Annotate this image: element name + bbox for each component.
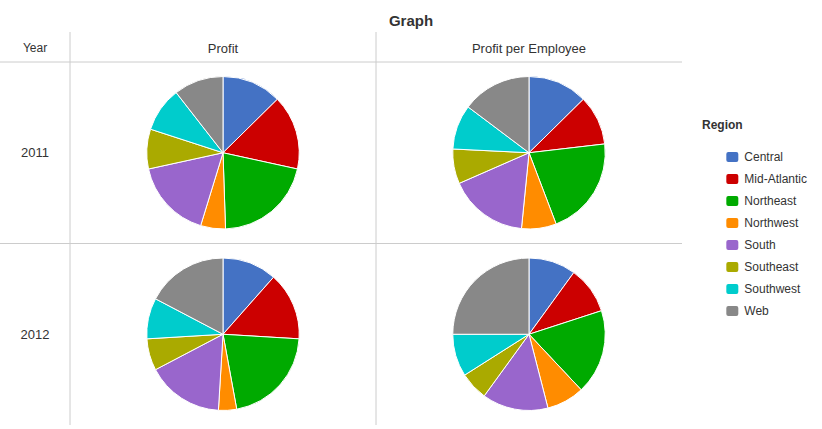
svg-text:2012: 2012 (21, 327, 50, 342)
svg-text:Northwest: Northwest (744, 216, 799, 230)
svg-text:Southwest: Southwest (744, 282, 801, 296)
svg-text:Central: Central (744, 150, 783, 164)
svg-text:2011: 2011 (21, 145, 49, 160)
svg-text:Northeast: Northeast (744, 194, 797, 208)
svg-text:Mid-Atlantic: Mid-Atlantic (744, 172, 807, 186)
svg-text:Year: Year (23, 41, 47, 55)
svg-text:Profit per Employee: Profit per Employee (472, 41, 586, 56)
svg-text:Southeast: Southeast (744, 260, 799, 274)
svg-text:Profit: Profit (208, 41, 239, 56)
svg-text:South: South (744, 238, 775, 252)
svg-text:Region: Region (702, 118, 743, 132)
svg-text:Web: Web (744, 304, 769, 318)
svg-text:Graph: Graph (389, 12, 433, 29)
